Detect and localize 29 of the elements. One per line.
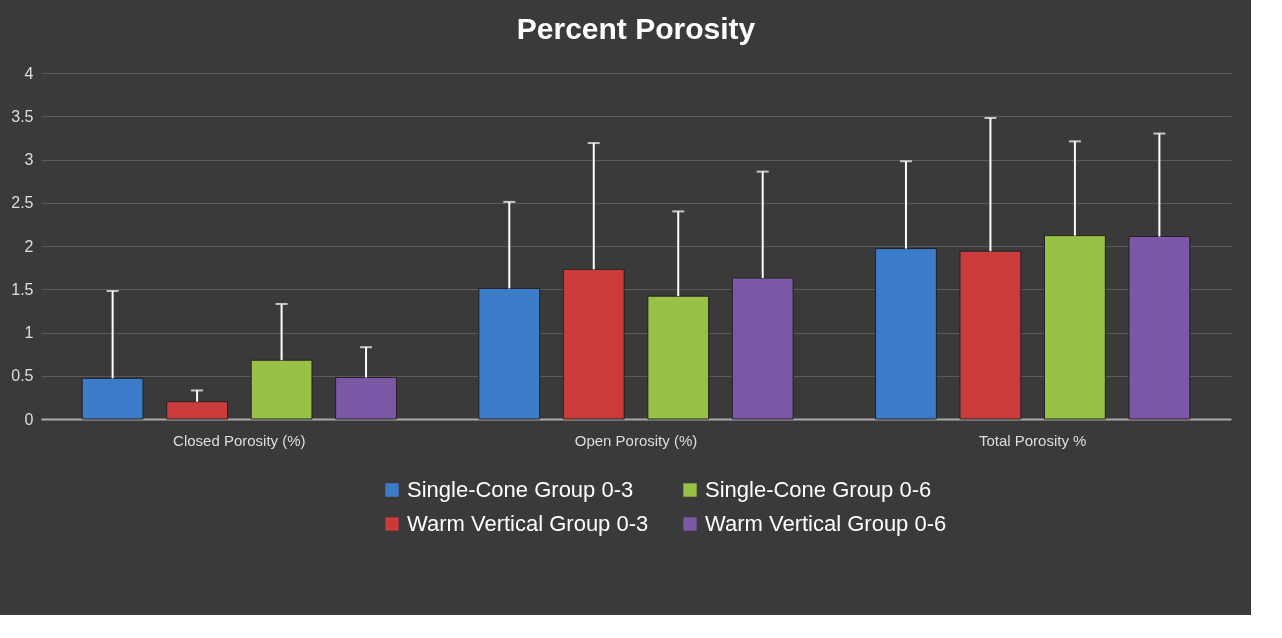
y-tick-label: 4 <box>24 64 34 82</box>
bar <box>250 359 313 420</box>
y-tick-label: 3.5 <box>11 107 34 125</box>
bar <box>1128 235 1191 420</box>
bar <box>1043 235 1106 420</box>
y-tick-label: 0.5 <box>11 367 34 385</box>
bar <box>478 287 541 420</box>
bar <box>875 248 937 420</box>
bar <box>166 401 229 420</box>
bar <box>959 250 1022 420</box>
bar <box>647 295 710 420</box>
legend-label: Single-Cone Group 0-6 <box>705 477 932 502</box>
bar <box>731 277 794 420</box>
bar <box>81 377 144 420</box>
y-tick-label: 2 <box>24 237 34 255</box>
x-tick-label: Closed Porosity (%) <box>173 431 306 449</box>
y-tick-label: 0 <box>24 410 34 428</box>
bar <box>335 376 397 420</box>
y-tick-label: 1.5 <box>11 280 34 298</box>
x-tick-label: Total Porosity % <box>978 431 1087 449</box>
legend-label: Warm Vertical Group 0-3 <box>407 511 649 536</box>
y-tick-label: 2.5 <box>11 194 34 212</box>
x-tick-label: Open Porosity (%) <box>574 431 698 449</box>
legend-label: Warm Vertical Group 0-6 <box>705 511 947 536</box>
y-tick-label: 1 <box>24 324 34 341</box>
bar <box>562 268 625 420</box>
legend-label: Single-Cone Group 0-3 <box>407 477 634 502</box>
chart-title: Percent Porosity <box>516 12 756 45</box>
y-tick-label: 3 <box>24 151 34 168</box>
